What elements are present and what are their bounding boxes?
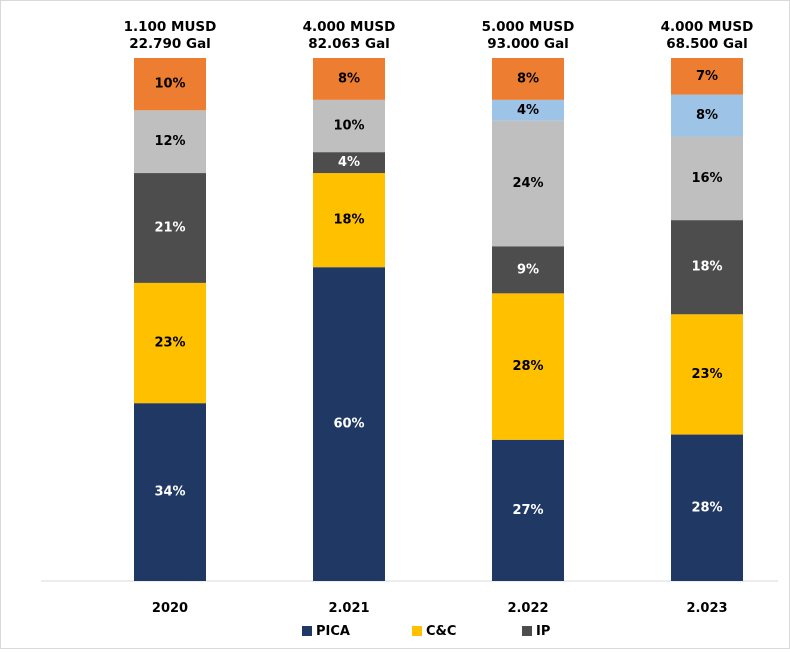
data-label-2-021-segment-6: 8% <box>338 71 360 86</box>
data-label-2-023-pica: 28% <box>691 500 722 515</box>
data-label-2020-ip: 21% <box>154 220 185 235</box>
bar-2-021-c-c <box>313 173 385 268</box>
data-label-2-021-c-c: 18% <box>333 213 364 228</box>
data-label-2-022-segment-6: 8% <box>517 71 539 86</box>
data-label-2-023-segment-4: 16% <box>691 171 722 186</box>
bar-2020-pica <box>134 403 206 581</box>
legend-swatch-ip <box>522 626 532 636</box>
bar-2-023-segment-4 <box>671 136 743 221</box>
bar-2020-segment-6 <box>134 58 206 111</box>
top-label-2020-line-2: 22.790 Gal <box>129 36 211 52</box>
top-label-2-022-line-1: 5.000 MUSD <box>482 19 575 35</box>
data-label-2-022-pica: 27% <box>512 503 543 518</box>
data-label-2-022-ip: 9% <box>517 262 539 277</box>
bar-2-022-segment-6 <box>492 58 564 100</box>
top-label-2-021-line-2: 82.063 Gal <box>308 36 390 52</box>
top-label-2-022-line-2: 93.000 Gal <box>487 36 569 52</box>
x-tick-label-2-021: 2.021 <box>328 601 369 616</box>
legend: PICA C&C IP <box>302 624 550 639</box>
bar-2-022-segment-4 <box>492 120 564 247</box>
bar-2-023-c-c <box>671 314 743 435</box>
top-label-2020-line-1: 1.100 MUSD <box>124 19 217 35</box>
x-tick-label-2-022: 2.022 <box>507 601 548 616</box>
bar-2-023-segment-6 <box>671 58 743 95</box>
x-tick-label-2020: 2020 <box>152 601 188 616</box>
bar-2-022-ip <box>492 246 564 294</box>
bar-2-023-segment-5 <box>671 94 743 137</box>
data-label-2020-pica: 34% <box>154 485 185 500</box>
bar-2020-c-c <box>134 282 206 404</box>
legend-swatch-pica <box>302 626 312 636</box>
data-label-2-022-segment-5: 4% <box>517 103 539 118</box>
bar-2-023-pica <box>671 434 743 581</box>
bar-2-021-segment-4 <box>313 99 385 153</box>
bar-2020-segment-4 <box>134 110 206 174</box>
x-tick-label-2-023: 2.023 <box>686 601 727 616</box>
legend-label-ip: IP <box>536 624 550 639</box>
data-label-2-022-segment-4: 24% <box>512 176 543 191</box>
data-label-2-021-segment-4: 10% <box>333 118 364 133</box>
bar-2-021-ip <box>313 152 385 174</box>
bar-2020-ip <box>134 173 206 283</box>
legend-label-pica: PICA <box>316 624 350 639</box>
legend-swatch-c-c <box>412 626 422 636</box>
data-label-2-021-ip: 4% <box>338 155 360 170</box>
top-label-2-023-line-2: 68.500 Gal <box>666 36 748 52</box>
top-label-2-023-line-1: 4.000 MUSD <box>661 19 754 35</box>
bar-2-021-segment-6 <box>313 58 385 100</box>
bar-2-021-pica <box>313 267 385 581</box>
data-label-2-022-c-c: 28% <box>512 359 543 374</box>
bar-2-022-segment-5 <box>492 99 564 121</box>
data-label-2020-segment-6: 10% <box>154 77 185 92</box>
data-label-2020-c-c: 23% <box>154 336 185 351</box>
data-label-2-023-segment-6: 7% <box>696 69 718 84</box>
bar-2-022-pica <box>492 439 564 581</box>
data-label-2-023-segment-5: 8% <box>696 108 718 123</box>
data-label-2-021-pica: 60% <box>333 417 364 432</box>
bar-2-023-ip <box>671 220 743 315</box>
legend-label-c-c: C&C <box>426 624 456 639</box>
data-label-2-023-ip: 18% <box>691 260 722 275</box>
bar-2-022-c-c <box>492 293 564 440</box>
bars-group <box>134 58 743 581</box>
data-label-2020-segment-4: 12% <box>154 134 185 149</box>
data-label-2-023-c-c: 23% <box>691 367 722 382</box>
top-label-2-021-line-1: 4.000 MUSD <box>303 19 396 35</box>
